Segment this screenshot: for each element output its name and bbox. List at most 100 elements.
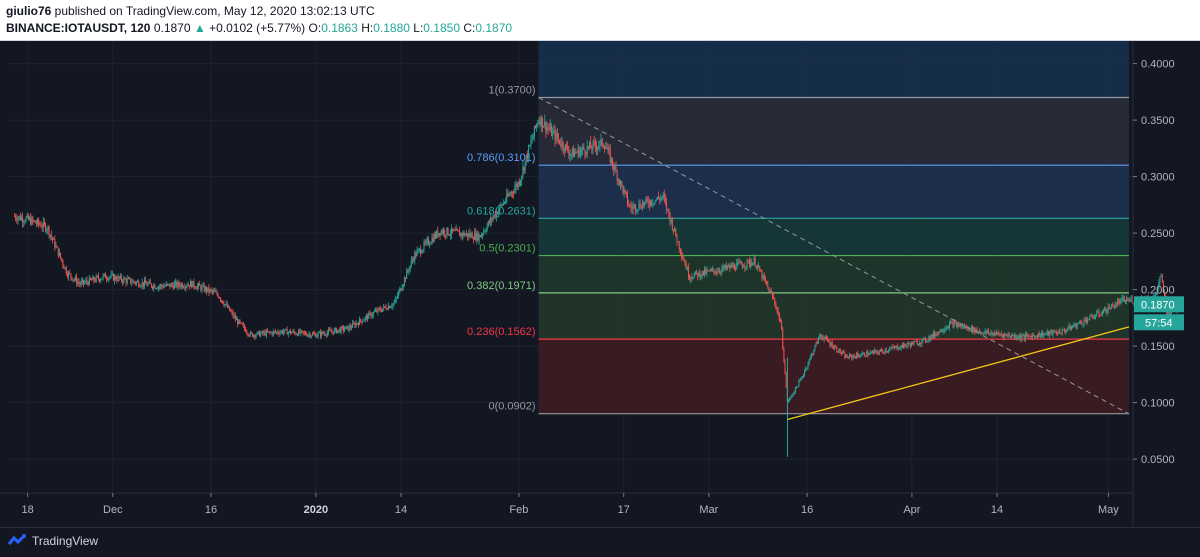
candle-body [942, 331, 944, 333]
candle-body [68, 272, 70, 277]
candle-body [758, 265, 760, 267]
candle-body [1034, 335, 1036, 337]
candle-body [846, 355, 848, 358]
candle-body [216, 291, 218, 295]
candle-body [615, 166, 617, 172]
candle-body [721, 268, 723, 273]
candle-body [83, 279, 85, 284]
candle-body [828, 340, 830, 343]
candle-body [888, 350, 890, 352]
candle-body [1041, 332, 1042, 336]
candle-body [740, 261, 742, 265]
candle-body [618, 179, 620, 185]
candle-body [554, 130, 556, 141]
candle-body [508, 194, 510, 196]
candle-body [798, 381, 800, 387]
candle-body [874, 350, 876, 354]
symbol-label[interactable]: BINANCE:IOTAUSDT, 120 [6, 21, 151, 35]
candle-body [464, 234, 466, 236]
candle-body [50, 234, 52, 238]
candle-body [338, 328, 340, 331]
candle-body [365, 315, 367, 317]
candle-body [1075, 323, 1077, 328]
candle-body [989, 333, 991, 335]
candle-body [900, 345, 902, 349]
candle-body [484, 231, 486, 233]
candle-body [736, 263, 738, 270]
candle-body [789, 397, 791, 401]
candle-body [434, 234, 436, 238]
candle-body [1001, 334, 1003, 336]
candle-body [598, 145, 600, 148]
candle-body [771, 293, 773, 297]
candle-body [594, 142, 596, 147]
candle-body [1016, 338, 1018, 340]
candle-body [14, 216, 16, 218]
candle-body [686, 267, 688, 270]
candle-body [359, 319, 361, 325]
candle-body [1028, 335, 1030, 337]
price-chart[interactable]: 1(0.3700) 0.786(0.3101) 0.618(0.2631) 0.5(0… [0, 41, 1200, 527]
low-label: L: [413, 21, 424, 35]
author-name[interactable]: giulio76 [6, 4, 52, 18]
candle-body [1069, 325, 1071, 330]
candle-body [889, 348, 891, 351]
candle-body [955, 322, 957, 327]
candle-body [193, 281, 195, 287]
candle-body [406, 270, 408, 279]
candle-body [1106, 311, 1108, 313]
candle-body [1003, 335, 1005, 338]
tradingview-logo-icon [8, 534, 26, 545]
candle-body [620, 181, 622, 185]
candle-body [135, 281, 137, 284]
candle-body [23, 221, 25, 223]
candle-body [926, 341, 927, 343]
candle-body [801, 376, 803, 378]
candle-body [756, 266, 758, 268]
candle-body [172, 285, 174, 289]
candle-body [563, 148, 565, 152]
candle-body [1072, 326, 1074, 328]
candle-body [288, 330, 290, 333]
candle-body [1022, 335, 1024, 337]
candle-body [892, 346, 894, 348]
candle-body [927, 340, 929, 342]
last-price-badge [1134, 296, 1184, 313]
candle-body [647, 200, 649, 205]
candle-body [993, 333, 995, 336]
candle-body [485, 230, 487, 232]
candle-body [655, 199, 657, 201]
candle-body [213, 290, 214, 292]
candle-body [604, 146, 605, 149]
candle-body [530, 140, 532, 146]
candle-body [1114, 305, 1116, 309]
candle-body [991, 332, 993, 336]
candle-body [1126, 299, 1128, 302]
candle-body [842, 352, 844, 354]
candle-body [478, 235, 480, 241]
candle-body [173, 283, 175, 289]
candle-body [330, 330, 332, 332]
candle-body [911, 342, 913, 347]
footer-brand[interactable]: TradingView [32, 534, 99, 548]
candle-body [313, 333, 315, 335]
candle-body [1159, 276, 1161, 283]
candle-body [947, 327, 949, 329]
candle-body [236, 318, 237, 320]
candle-body [943, 331, 945, 333]
candle-body [571, 148, 573, 155]
candle-body [299, 330, 301, 334]
candle-body [199, 283, 201, 287]
candle-body [781, 321, 783, 330]
candle-body [1057, 333, 1059, 335]
candle-body [106, 278, 108, 280]
candle-body [831, 342, 833, 348]
candle-body [1031, 335, 1033, 339]
candle-body [57, 247, 59, 256]
candle-body [581, 149, 582, 152]
candle-body [269, 331, 271, 333]
candle-body [192, 281, 194, 288]
candle-body [165, 283, 167, 286]
candle-body [541, 117, 543, 128]
candle-body [590, 142, 592, 149]
